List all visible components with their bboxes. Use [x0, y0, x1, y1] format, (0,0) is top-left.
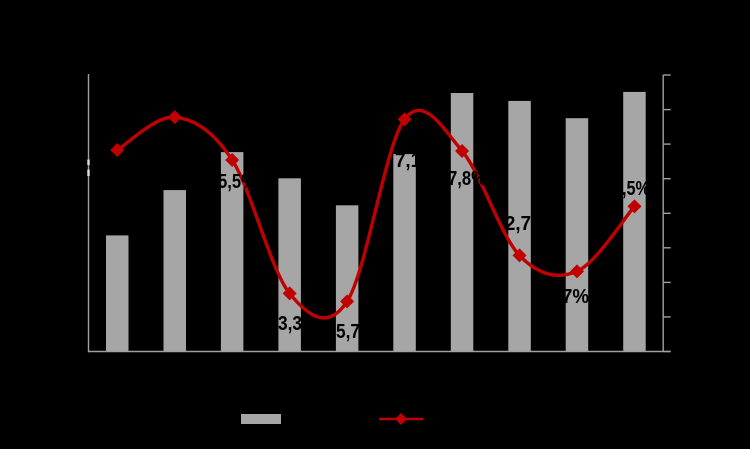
diamond-marker: [167, 110, 182, 125]
legend-bar-swatch: [241, 414, 281, 424]
bar: [565, 118, 589, 352]
data-label: 5,5%: [218, 171, 256, 193]
line-series-path: [115, 108, 637, 320]
bar: [450, 93, 474, 352]
diamond-marker: [282, 286, 297, 301]
diamond-marker: [225, 153, 240, 168]
data-label: 3,3: [278, 313, 302, 335]
bar: [623, 91, 646, 352]
bar: [220, 152, 244, 352]
bar: [278, 178, 301, 352]
bar: [106, 235, 129, 352]
legend-diamond-icon: [395, 413, 407, 425]
diamond-marker: [340, 294, 355, 309]
left-axis-mark: [87, 159, 90, 165]
bar: [508, 100, 531, 352]
bar: [393, 154, 416, 352]
data-label: 7%: [562, 286, 589, 308]
data-label: 2,7: [505, 213, 531, 235]
diamond-marker: [627, 199, 642, 214]
diamond-marker: [569, 264, 584, 279]
diamond-marker: [512, 248, 527, 263]
data-label: 7,8%: [448, 168, 486, 190]
bar: [335, 205, 359, 352]
data-label: 5,7: [336, 321, 360, 343]
diamond-marker: [455, 144, 470, 159]
left-axis-mark: [87, 169, 90, 176]
diamond-marker: [110, 143, 125, 158]
data-label: ,5%: [622, 178, 650, 200]
diamond-marker: [397, 112, 412, 127]
data-label: 7,1: [395, 150, 421, 172]
bar: [163, 190, 186, 352]
